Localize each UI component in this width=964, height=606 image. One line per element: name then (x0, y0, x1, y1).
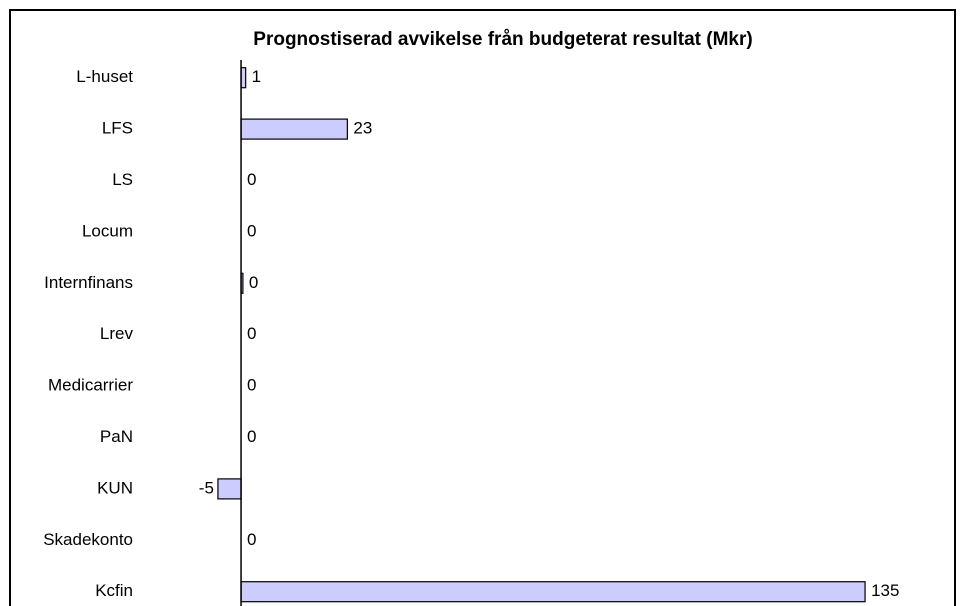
y-tick-label: Internfinans (44, 273, 133, 292)
value-label: 23 (353, 119, 372, 138)
value-label: 0 (247, 530, 256, 549)
bar (217, 478, 242, 500)
y-tick-label: LS (112, 170, 133, 189)
y-tick-label: Lrev (100, 324, 134, 343)
value-label: 0 (247, 324, 256, 343)
value-label: 135 (871, 581, 899, 600)
y-tick-label: Locum (82, 221, 133, 240)
y-tick-label: L-huset (76, 67, 133, 86)
y-tick-label: Medicarrier (48, 376, 133, 395)
y-tick-label: Skadekonto (43, 530, 133, 549)
chart-frame (9, 9, 956, 606)
value-label: 1 (252, 67, 261, 86)
y-tick-label: KUN (97, 478, 133, 497)
bar (240, 118, 348, 140)
value-label: 0 (249, 273, 258, 292)
value-label: -5 (199, 478, 214, 497)
y-tick-label: PaN (100, 427, 133, 446)
value-label: 0 (247, 427, 256, 446)
value-label: 0 (247, 170, 256, 189)
y-tick-label: LFS (102, 119, 133, 138)
value-label: 0 (247, 221, 256, 240)
bar (240, 581, 866, 603)
y-tick-label: Kcfin (95, 581, 133, 600)
chart-title: Prognostiserad avvikelse från budgeterat… (253, 29, 752, 50)
value-label: 0 (247, 376, 256, 395)
